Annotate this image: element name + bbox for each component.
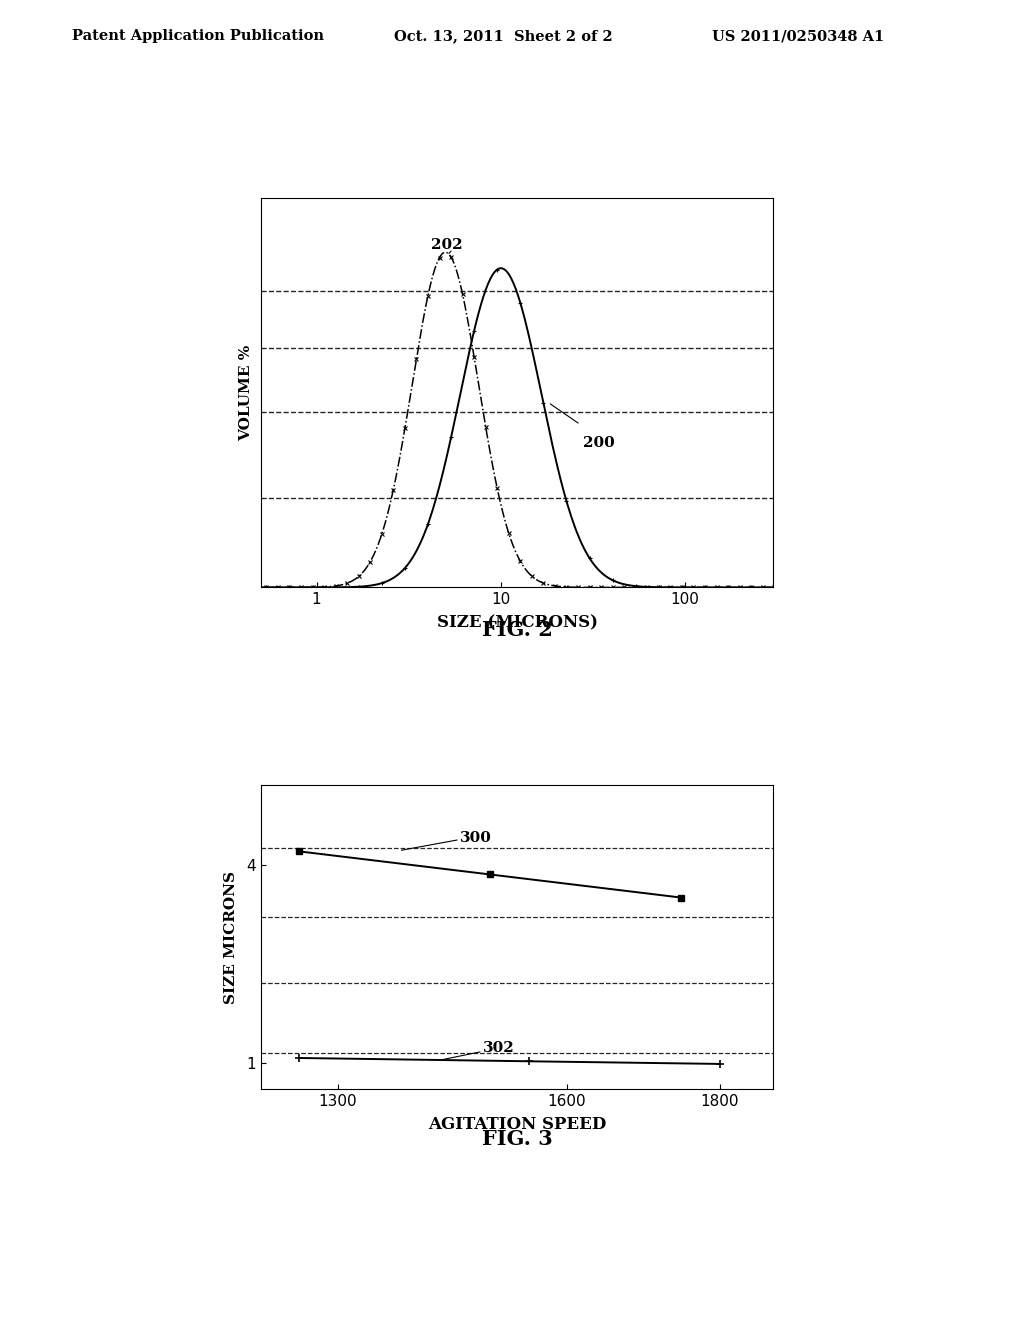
X-axis label: SIZE (MICRONS): SIZE (MICRONS) [436,614,598,631]
Text: FIG. 3: FIG. 3 [481,1129,553,1148]
Text: 300: 300 [460,830,492,845]
Y-axis label: VOLUME %: VOLUME % [239,345,253,441]
Text: Patent Application Publication: Patent Application Publication [72,29,324,44]
Text: 302: 302 [482,1041,514,1055]
Y-axis label: SIZE MICRONS: SIZE MICRONS [224,871,239,1003]
Text: US 2011/0250348 A1: US 2011/0250348 A1 [712,29,884,44]
Text: 200: 200 [584,436,615,450]
X-axis label: AGITATION SPEED: AGITATION SPEED [428,1115,606,1133]
Text: Oct. 13, 2011  Sheet 2 of 2: Oct. 13, 2011 Sheet 2 of 2 [394,29,613,44]
Text: 202: 202 [431,238,463,252]
Text: FIG. 2: FIG. 2 [481,620,553,640]
